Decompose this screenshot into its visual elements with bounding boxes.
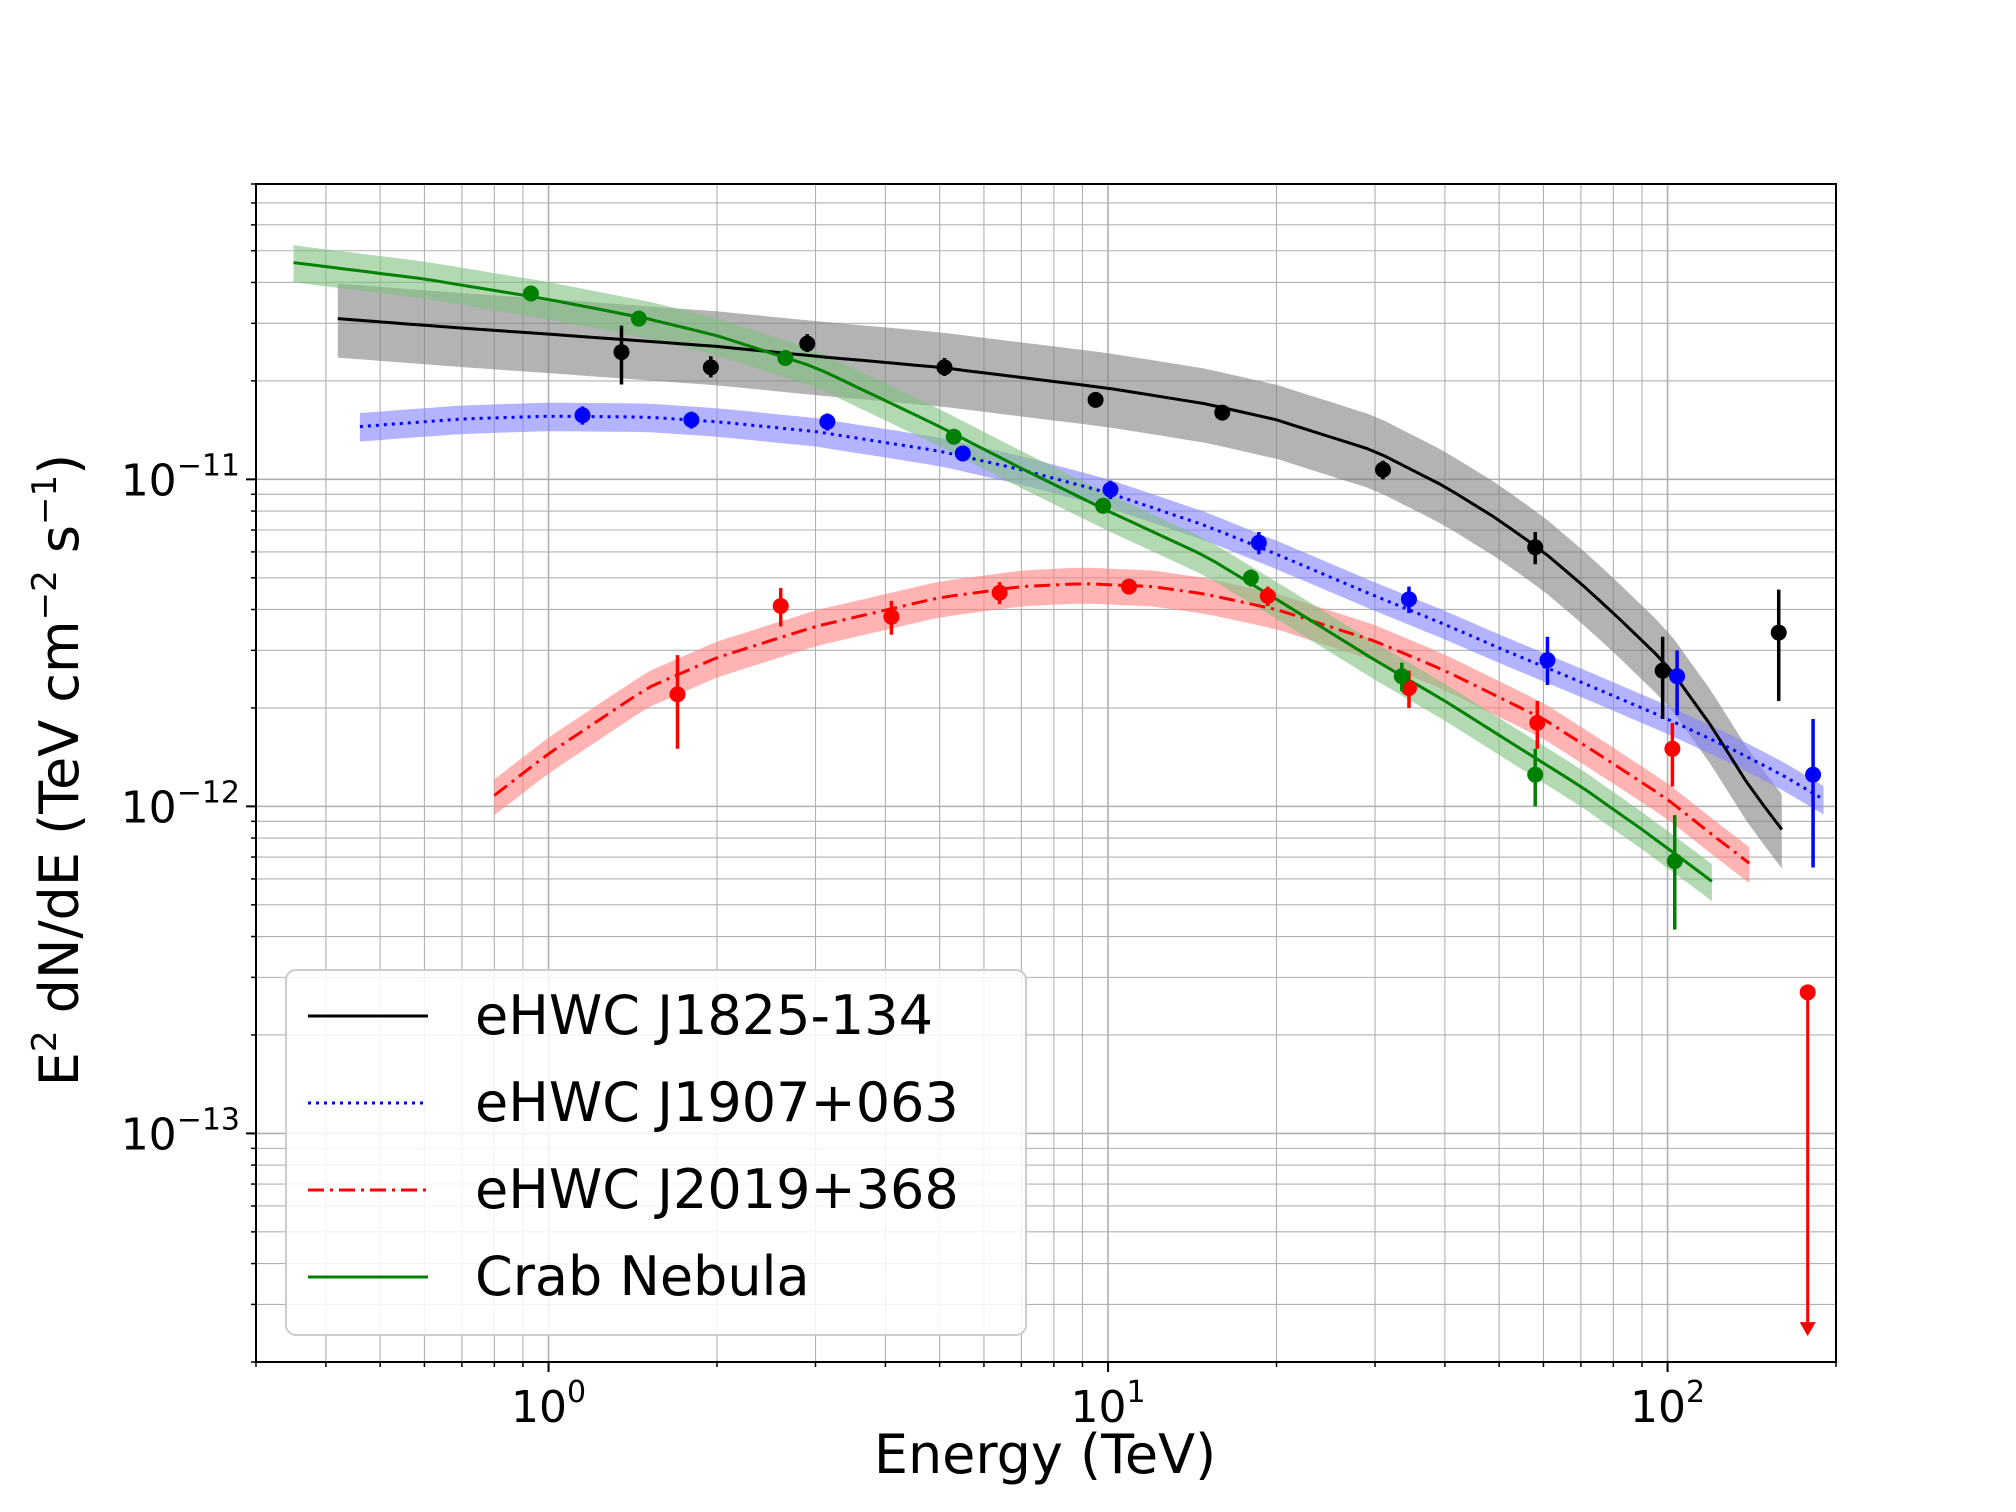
data-point-series-1 — [1102, 481, 1119, 498]
data-point-series-0 — [613, 344, 630, 361]
y-tick-label-base: 10 — [121, 1109, 177, 1160]
data-point-series-2 — [772, 597, 789, 614]
legend-label-j1825: eHWC J1825-134 — [475, 984, 933, 1047]
data-point-series-1 — [1669, 668, 1686, 685]
data-point-series-2 — [1529, 714, 1546, 731]
legend-label-crab: Crab Nebula — [475, 1245, 810, 1308]
data-point-series-2 — [1400, 680, 1417, 697]
y-tick-label-exp: −11 — [177, 448, 240, 483]
legend-label-j1907: eHWC J1907+063 — [475, 1071, 959, 1134]
data-point-series-3 — [777, 349, 794, 366]
data-point-series-3 — [1393, 668, 1410, 685]
y-label-c: s — [28, 525, 91, 570]
x-tick-label: 100 — [511, 1375, 586, 1433]
y-tick-label-base: 10 — [121, 782, 177, 833]
data-point-series-1 — [1539, 652, 1556, 669]
data-point-series-2 — [1664, 740, 1681, 757]
data-point-series-3 — [630, 310, 647, 327]
y-label-d: ) — [28, 454, 91, 475]
band-series-0 — [337, 283, 1782, 869]
x-tick-label-exp: 0 — [567, 1375, 586, 1410]
data-point-series-1 — [954, 445, 971, 462]
data-point-series-1 — [683, 411, 700, 428]
y-tick-label: 10−13 — [121, 1102, 240, 1160]
data-points — [522, 285, 1822, 1337]
fit-line-series-1 — [359, 414, 1825, 801]
data-point-series-0 — [936, 359, 953, 376]
x-tick-label-exp: 1 — [1127, 1375, 1146, 1410]
data-point-series-1 — [819, 413, 836, 430]
y-label-b: dN/dE (TeV cm — [28, 620, 91, 1030]
x-tick-label: 101 — [1071, 1375, 1146, 1433]
legend-entry-crab: Crab Nebula — [308, 1245, 810, 1308]
data-point-series-0 — [1654, 662, 1671, 679]
y-tick-label: 10−11 — [121, 448, 240, 506]
data-point-series-0 — [1527, 539, 1544, 556]
data-point-series-0 — [1214, 404, 1231, 421]
y-axis-label-group: E2 dN/dE (TeV cm−2 s−1) — [25, 454, 91, 1087]
x-tick-label-base: 10 — [1630, 1382, 1686, 1433]
x-axis-label: Energy (TeV) — [874, 1423, 1216, 1486]
upper-limit-arrowhead — [1799, 1322, 1816, 1337]
data-point-series-2 — [1259, 587, 1276, 604]
y-tick-label: 10−12 — [121, 775, 240, 833]
data-point-series-0 — [1770, 624, 1787, 641]
upper-limit-point — [1799, 984, 1816, 1001]
data-point-series-3 — [522, 285, 539, 302]
band-series-2 — [494, 567, 1750, 883]
data-point-series-3 — [1527, 766, 1544, 783]
y-label-c-sup: −1 — [25, 475, 65, 525]
data-point-series-1 — [1400, 591, 1417, 608]
y-tick-label-exp: −13 — [177, 1102, 240, 1137]
y-axis-label: E2 dN/dE (TeV cm−2 s−1) — [25, 454, 91, 1087]
x-tick-label-base: 10 — [1071, 1382, 1127, 1433]
legend-entry-j1825: eHWC J1825-134 — [308, 984, 933, 1047]
y-tick-label-base: 10 — [121, 455, 177, 506]
legend: eHWC J1825-134 eHWC J1907+063 eHWC J2019… — [285, 969, 1027, 1336]
legend-label-j2019: eHWC J2019+368 — [475, 1158, 959, 1221]
x-tick-label-base: 10 — [511, 1382, 567, 1433]
y-tick-label-exp: −12 — [177, 775, 240, 810]
data-point-series-3 — [1242, 569, 1259, 586]
y-label-a: E — [28, 1052, 91, 1086]
data-point-series-0 — [1087, 391, 1104, 408]
data-point-series-3 — [945, 428, 962, 445]
data-point-series-2 — [1121, 578, 1138, 595]
legend-box — [285, 969, 1027, 1336]
y-label-a-sup: 2 — [25, 1030, 65, 1052]
confidence-bands — [293, 245, 1824, 902]
x-tick-label: 102 — [1630, 1375, 1705, 1433]
data-point-series-2 — [991, 584, 1008, 601]
data-point-series-0 — [702, 359, 719, 376]
data-point-series-0 — [1374, 461, 1391, 478]
plot-frame — [255, 183, 1837, 1363]
data-point-series-1 — [1805, 766, 1822, 783]
data-point-series-3 — [1666, 853, 1683, 870]
data-point-series-2 — [669, 686, 686, 703]
data-point-series-0 — [799, 335, 816, 352]
band-series-1 — [359, 402, 1824, 815]
data-point-series-3 — [1095, 497, 1112, 514]
data-point-series-1 — [1250, 534, 1267, 551]
y-label-b-sup: −2 — [25, 570, 65, 620]
x-tick-label-exp: 2 — [1686, 1375, 1705, 1410]
data-point-series-1 — [574, 407, 591, 424]
data-point-series-2 — [883, 608, 900, 625]
legend-entry-j1907: eHWC J1907+063 — [308, 1071, 959, 1134]
legend-entry-j2019: eHWC J2019+368 — [308, 1158, 959, 1221]
